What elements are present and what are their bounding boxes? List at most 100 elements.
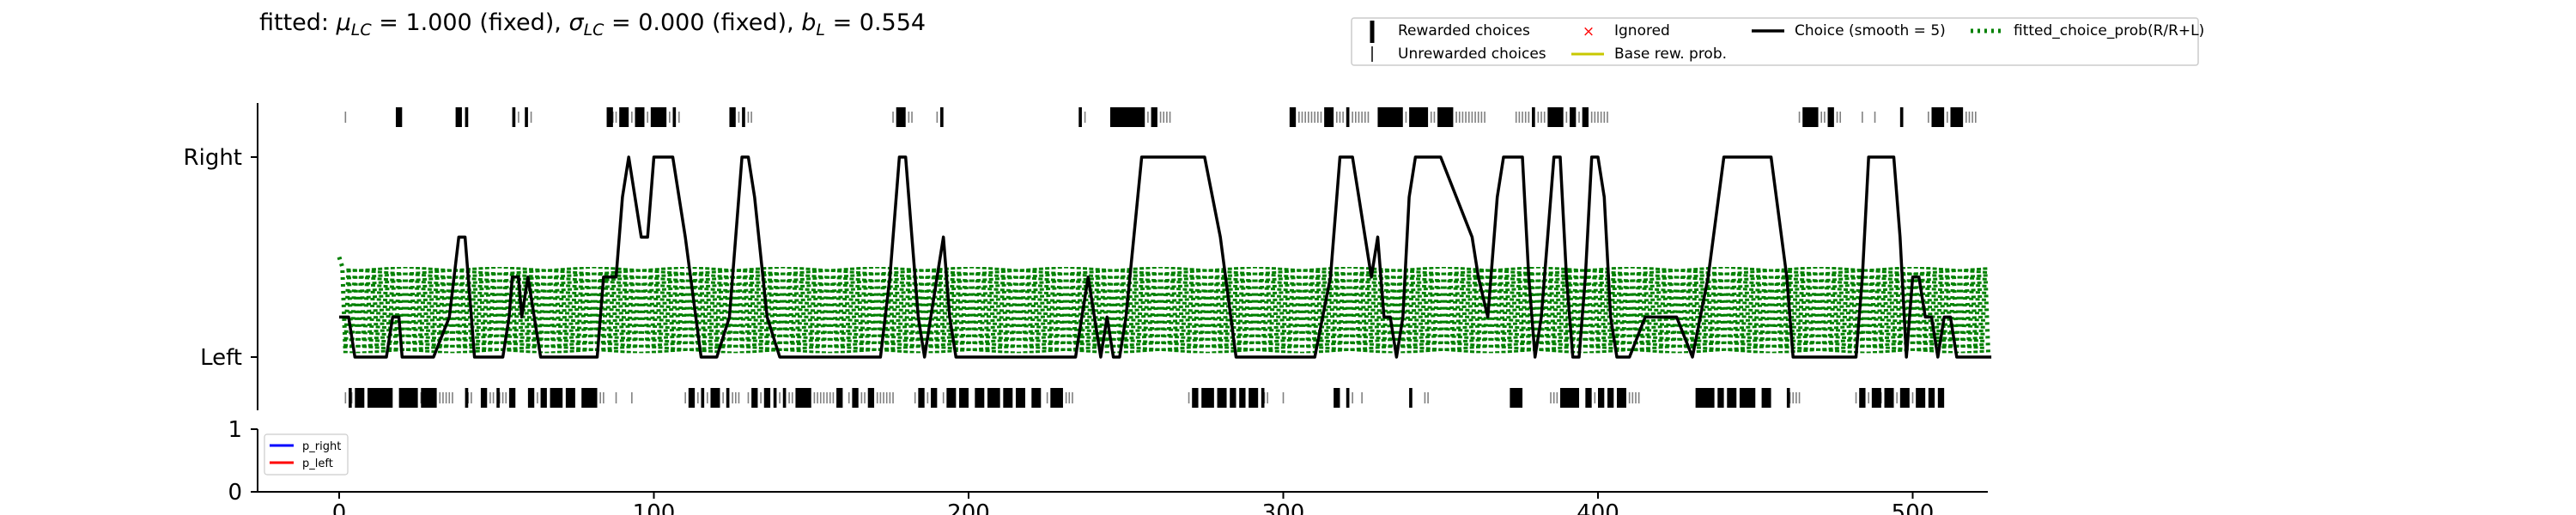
right-rewarded-tick [729, 107, 736, 127]
left-rewarded-tick [1871, 388, 1881, 408]
left-rewarded-tick [581, 388, 598, 408]
x-tick-label-0: 0 [332, 500, 347, 515]
left-rewarded-tick [773, 388, 777, 408]
legend-entry-choice: Choice (smooth = 5) [1752, 22, 1946, 39]
left-rewarded-tick [1031, 388, 1042, 408]
left-rewarded-tick [1786, 388, 1790, 408]
left-rewarded-tick [1003, 388, 1013, 408]
left-rewarded-tick [751, 388, 758, 408]
left-rewarded-tick [1859, 388, 1866, 408]
left-rewarded-tick [1884, 388, 1894, 408]
right-rewarded-tick [1151, 107, 1157, 127]
prob-axes: 01 0 100 200 300 400 500 p_right p_left [228, 417, 1988, 515]
right-rewarded-tick [1377, 107, 1403, 127]
left-rewarded-tick [527, 388, 535, 408]
left-rewarded-tick [540, 388, 547, 408]
left-rewarded-tick [1695, 388, 1715, 408]
right-rewarded-tick [395, 107, 403, 127]
left-rewarded-tick [367, 388, 393, 408]
title-sigma-text: = 0.000 (fixed), [604, 9, 801, 36]
y-tick-label-left: Left [200, 345, 242, 371]
legend-bottom: p_right p_left [264, 433, 349, 476]
left-rewarded-tick [1192, 388, 1199, 408]
left-rewarded-tick [795, 388, 811, 408]
left-rewarded-tick [421, 388, 437, 408]
main-y-ticks: Left Right [184, 145, 258, 371]
left-rewarded-tick [987, 388, 1000, 408]
right-rewarded-tick [1532, 107, 1535, 127]
left-rewarded-tick [480, 388, 488, 408]
legend-label-p-left: p_left [302, 457, 333, 470]
title-mu-symbol: μ [336, 9, 351, 36]
legend-entry-base-rew-prob: Base rew. prob. [1571, 45, 1727, 63]
x-tick-label-400: 400 [1577, 500, 1619, 515]
right-rewarded-tick [1324, 107, 1334, 127]
right-rewarded-ticks [395, 107, 1964, 127]
right-rewarded-tick [940, 107, 944, 127]
left-rewarded-tick [1015, 388, 1025, 408]
legend-label-base-rew-prob: Base rew. prob. [1614, 45, 1727, 63]
left-unrewarded-ticks [344, 392, 1914, 403]
right-rewarded-tick [512, 107, 516, 127]
right-rewarded-tick [465, 107, 469, 127]
left-rewarded-tick [1585, 388, 1592, 408]
title-b-symbol: b [801, 9, 816, 36]
title-mu-text: = 1.000 (fixed), [372, 9, 569, 36]
right-rewarded-tick [1802, 107, 1819, 127]
fitted-choice-prob-line [337, 256, 1990, 354]
left-rewarded-tick [1616, 388, 1626, 408]
left-rewarded-tick [1607, 388, 1614, 408]
right-rewarded-tick [1570, 107, 1577, 127]
right-rewarded-tick [455, 107, 462, 127]
title-sigma-sub: LC [584, 21, 605, 39]
right-rewarded-tick [619, 107, 629, 127]
prob-y-tick-label-1: 1 [228, 417, 242, 443]
left-rewarded-tick [1346, 388, 1350, 408]
left-rewarded-tick [763, 388, 771, 408]
x-tick-label-500: 500 [1892, 500, 1935, 515]
left-rewarded-tick [1261, 388, 1265, 408]
left-rewarded-tick [348, 388, 352, 408]
left-rewarded-tick [1928, 388, 1935, 408]
left-rewarded-tick [1050, 388, 1063, 408]
title-sigma-symbol: σ [568, 9, 584, 36]
left-rewarded-tick [1249, 388, 1259, 408]
left-rewarded-tick [1717, 388, 1724, 408]
prob-x-ticks: 0 100 200 300 400 500 [332, 492, 1935, 515]
right-rewarded-tick [525, 107, 528, 127]
right-unrewarded-ticks [344, 112, 1977, 123]
legend-entry-fitted-prob: fitted_choice_prob(R/R+L) [1971, 22, 2204, 39]
right-rewarded-tick [1109, 107, 1145, 127]
left-rewarded-tick [508, 388, 516, 408]
right-rewarded-tick [1346, 107, 1350, 127]
legend-label-p-right: p_right [302, 440, 341, 453]
title-mu-sub: LC [351, 21, 373, 39]
left-rewarded-tick [398, 388, 418, 408]
left-rewarded-tick [1761, 388, 1771, 408]
left-rewarded-tick [1739, 388, 1756, 408]
left-rewarded-tick [701, 388, 705, 408]
left-rewarded-tick [1239, 388, 1246, 408]
right-rewarded-tick [1289, 107, 1297, 127]
left-rewarded-tick [1598, 388, 1605, 408]
title-b-sub: L [816, 21, 825, 39]
legend-top: Rewarded choices Unrewarded choices × Ig… [1351, 17, 2204, 66]
left-rewarded-tick [1409, 388, 1413, 408]
left-rewarded-tick [852, 388, 859, 408]
left-rewarded-tick [1937, 388, 1945, 408]
right-rewarded-tick [896, 107, 906, 127]
left-rewarded-tick [1727, 388, 1737, 408]
title-b-text: = 0.554 [825, 9, 926, 36]
left-rewarded-tick [867, 388, 875, 408]
x-tick-label-300: 300 [1262, 500, 1305, 515]
right-rewarded-tick [1931, 107, 1945, 127]
left-rewarded-tick [726, 388, 730, 408]
right-rewarded-tick [1950, 107, 1964, 127]
left-rewarded-tick [465, 388, 469, 408]
left-rewarded-tick [946, 388, 957, 408]
left-rewarded-tick [1560, 388, 1580, 408]
left-rewarded-tick [355, 388, 365, 408]
main-axes: Left Right [184, 103, 1992, 410]
right-rewarded-tick [1582, 107, 1589, 127]
right-rewarded-tick [650, 107, 667, 127]
